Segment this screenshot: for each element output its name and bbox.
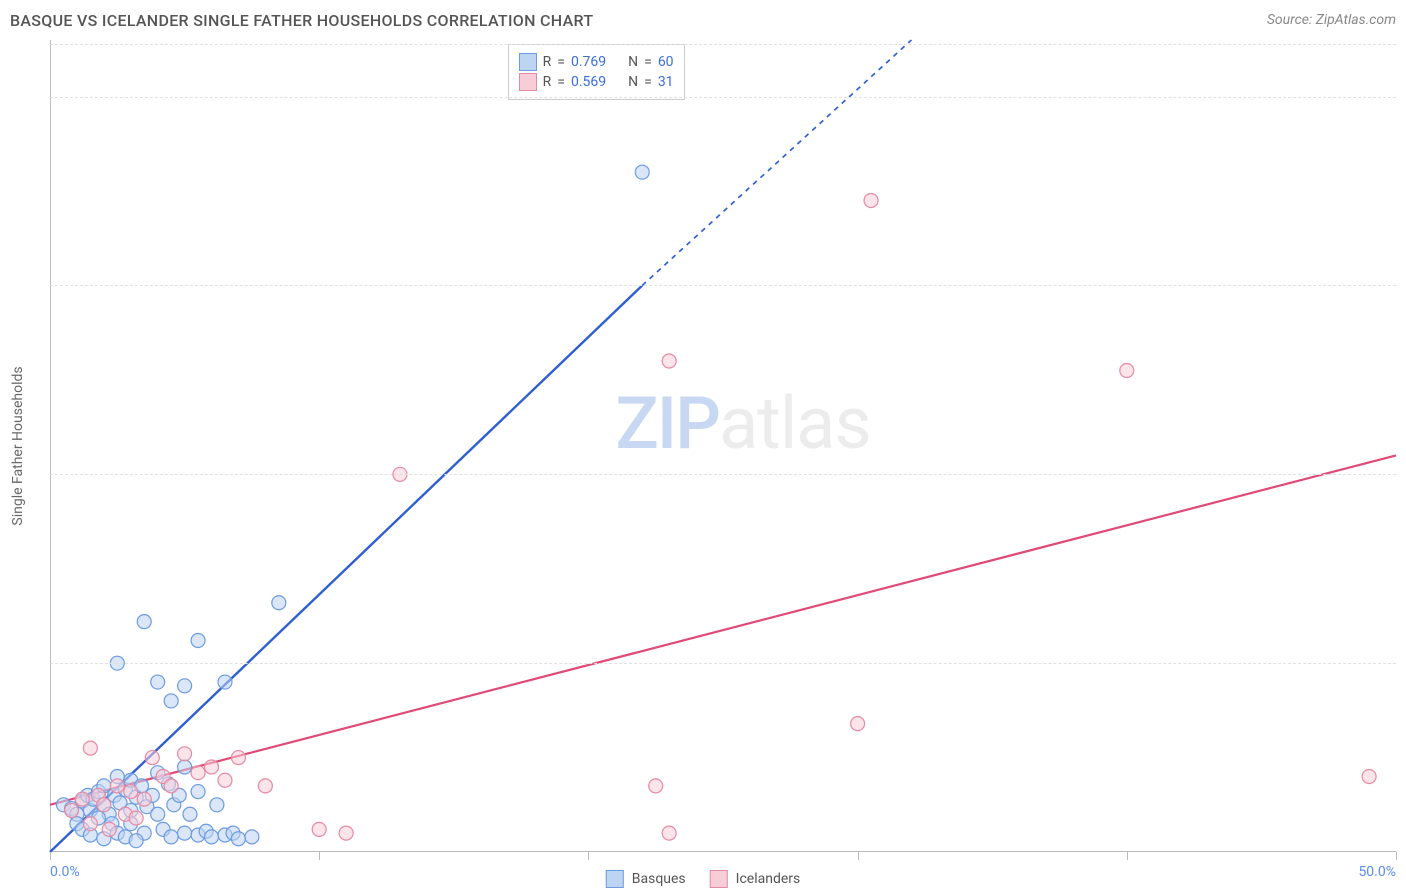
equals-sign: =: [644, 74, 652, 90]
data-point: [864, 194, 878, 208]
data-point: [129, 834, 143, 848]
data-point: [83, 741, 97, 755]
data-point: [124, 785, 138, 799]
series-legend: Basques Icelanders: [606, 870, 801, 888]
data-point: [178, 747, 192, 761]
data-point: [231, 751, 245, 765]
swatch-basques: [606, 870, 624, 888]
data-point: [129, 811, 143, 825]
data-point: [164, 830, 178, 844]
data-point: [851, 717, 865, 731]
chart-area: ZIPatlas R=0.769N=60R=0.569N=31 10.0%20.…: [50, 40, 1396, 852]
gridline: [50, 97, 1396, 98]
legend-label-basques: Basques: [632, 871, 686, 887]
legend-item-basques: Basques: [606, 870, 686, 888]
data-point: [205, 760, 219, 774]
plot-region: ZIPatlas R=0.769N=60R=0.569N=31 10.0%20.…: [50, 40, 1396, 852]
data-point: [178, 679, 192, 693]
data-point: [151, 675, 165, 689]
equals-sign: =: [557, 74, 565, 90]
x-tick: [858, 852, 859, 860]
data-point: [191, 785, 205, 799]
data-point: [312, 822, 326, 836]
data-point: [191, 634, 205, 648]
data-point: [178, 826, 192, 840]
data-point: [662, 826, 676, 840]
data-point: [65, 803, 79, 817]
legend-stat-row: R = 0.569 N = 31: [519, 73, 674, 91]
gridline: [50, 44, 1396, 45]
equals-sign: =: [644, 54, 652, 70]
n-label: N: [628, 54, 638, 70]
data-point: [102, 822, 116, 836]
data-point: [210, 798, 224, 812]
swatch-icon: [519, 53, 537, 71]
x-tick: [1127, 852, 1128, 860]
n-label: N: [628, 74, 638, 90]
data-point: [1362, 769, 1376, 783]
legend-stat-row: R = 0.769 N = 60: [519, 53, 674, 71]
r-value: 0.769: [571, 54, 606, 70]
gridline: [50, 285, 1396, 286]
legend-label-icelanders: Icelanders: [736, 871, 801, 887]
gridline: [50, 474, 1396, 475]
data-point: [258, 779, 272, 793]
data-point: [183, 807, 197, 821]
data-point: [75, 792, 89, 806]
data-point: [1120, 363, 1134, 377]
data-point: [151, 807, 165, 821]
data-point: [218, 675, 232, 689]
chart-svg-overlay: [50, 40, 1396, 852]
swatch-icon: [519, 73, 537, 91]
data-point: [97, 798, 111, 812]
n-value: 31: [658, 74, 674, 90]
trend-line: [50, 455, 1396, 804]
data-point: [231, 832, 245, 846]
data-point: [137, 792, 151, 806]
x-tick: [588, 852, 589, 860]
data-point: [110, 779, 124, 793]
data-point: [145, 751, 159, 765]
data-point: [245, 830, 259, 844]
source-credit: Source: ZipAtlas.com: [1267, 12, 1396, 28]
x-tick: [50, 852, 51, 860]
r-value: 0.569: [571, 74, 606, 90]
trend-line: [50, 285, 642, 852]
correlation-legend-box: R = 0.769 N = 60 R = 0.569 N = 31: [508, 44, 685, 100]
r-label: R: [543, 74, 552, 90]
data-point: [272, 596, 286, 610]
data-point: [339, 826, 353, 840]
data-point: [635, 165, 649, 179]
y-axis-label: Single Father Households: [10, 366, 26, 525]
data-point: [164, 779, 178, 793]
data-point: [83, 817, 97, 831]
data-point: [191, 766, 205, 780]
x-tick-label: 0.0%: [50, 864, 80, 880]
data-point: [178, 760, 192, 774]
legend-item-icelanders: Icelanders: [710, 870, 801, 888]
n-value: 60: [658, 54, 674, 70]
data-point: [164, 694, 178, 708]
swatch-icelanders: [710, 870, 728, 888]
data-point: [662, 354, 676, 368]
chart-title: BASQUE VS ICELANDER SINGLE FATHER HOUSEH…: [10, 11, 593, 30]
gridline: [50, 663, 1396, 664]
x-tick-label: 50.0%: [1358, 864, 1396, 880]
data-point: [137, 615, 151, 629]
x-tick: [1396, 852, 1397, 860]
equals-sign: =: [557, 54, 565, 70]
data-point: [649, 779, 663, 793]
x-tick: [319, 852, 320, 860]
data-point: [205, 830, 219, 844]
r-label: R: [543, 54, 552, 70]
data-point: [218, 773, 232, 787]
